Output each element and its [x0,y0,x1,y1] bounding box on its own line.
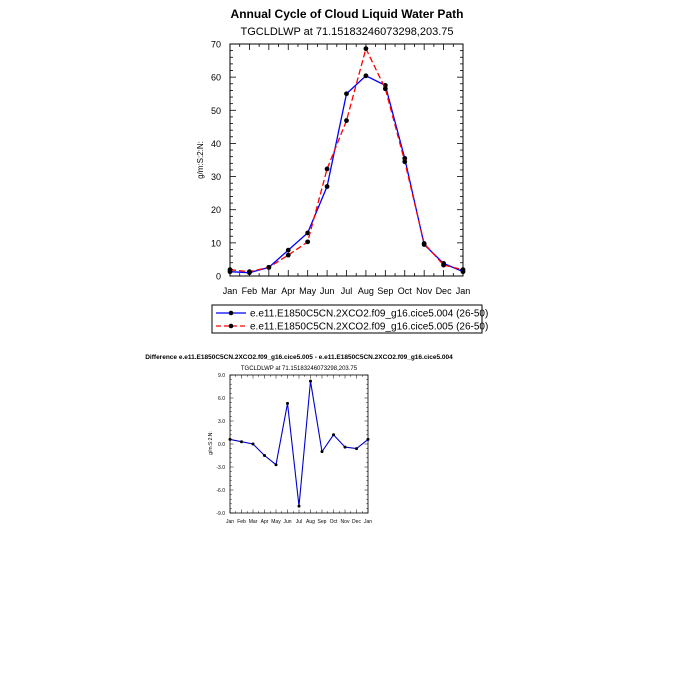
x-tick-label: Mar [261,286,277,296]
main-chart-title: Annual Cycle of Cloud Liquid Water Path [231,7,464,21]
series-0-point [382,83,388,88]
x-tick-label: Oct [330,519,338,525]
series-0-point [309,379,312,383]
y-tick-label: 40 [211,139,221,149]
series-0-point [320,450,324,454]
series-0-point [228,437,232,441]
series-0-point [285,247,291,253]
series-1-point [305,239,311,245]
series-0-point [332,433,335,437]
legend-marker-0 [228,310,234,316]
series-1-point [402,159,408,165]
series-1-point [285,252,291,258]
y-tick-label: 3.0 [218,419,225,425]
series-1-point [247,269,252,275]
x-tick-label: Jan [226,519,234,525]
series-1-point [382,86,388,92]
y-tick-label: 60 [211,73,221,83]
y-tick-label: 6.0 [218,396,225,402]
y-tick-label: -9.0 [216,511,225,517]
x-tick-label: Aug [306,519,315,525]
x-tick-label: Apr [261,519,269,525]
x-tick-label: May [271,519,281,525]
diff-chart: Difference e.e11.E1850C5CN.2XCO2.f09_g16… [145,354,453,525]
x-tick-label: Jun [320,286,335,296]
series-1-point [324,166,330,172]
series-0-point [363,73,369,79]
diff-chart-subtitle: TGCLDLWP at 71.15183246073298,203.75 [241,366,358,372]
y-tick-label: 0 [216,272,221,282]
y-tick-label: 10 [211,238,221,248]
y-tick-label: -3.0 [216,465,225,471]
x-tick-label: Nov [416,286,433,296]
x-tick-label: Feb [242,286,258,296]
y-tick-label: 20 [211,205,221,215]
series-1-point [460,267,466,273]
y-tick-label: 30 [211,172,221,182]
x-tick-label: May [299,286,317,296]
series-0-point [251,442,255,446]
x-tick-label: Sep [377,286,393,296]
series-0-point [297,504,301,508]
x-tick-label: Jan [223,286,238,296]
main-chart-subtitle: TGCLDLWP at 71.15183246073298,203.75 [240,26,453,38]
x-tick-label: Dec [436,286,453,296]
y-tick-label: -6.0 [216,488,225,494]
x-tick-label: Sep [318,519,327,525]
main-chart-ylabel: g/m:S:2:N: [196,141,205,179]
y-tick-label: 50 [211,106,221,116]
x-tick-label: Dec [352,519,361,525]
series-0-point [343,445,347,449]
x-tick-label: Feb [237,519,246,525]
series-1-point [421,241,427,246]
x-tick-label: Mar [249,519,258,525]
series-1-point [344,118,349,123]
series-1-point [266,264,272,270]
series-0-point [286,401,289,405]
legend: e.e11.E1850C5CN.2XCO2.f09_g16.cice5.004 … [211,304,488,334]
series-0-point [324,184,330,189]
x-tick-label: Aug [358,286,374,296]
series-0-point [344,91,349,97]
main-plot-frame [229,43,464,277]
series-line-0 [229,75,464,274]
series-line-1 [229,46,464,273]
series-1-point [363,46,369,52]
series-0-point [366,437,370,441]
series-0-point [355,447,358,451]
x-tick-label: Jan [364,519,372,525]
diff-chart-ylabel: g/m:S:2:N: [208,431,214,455]
x-tick-label: Apr [281,286,295,296]
series-1-point [441,262,446,268]
series-0-point [263,454,266,457]
y-tick-label: 9.0 [218,373,225,379]
x-tick-label: Nov [341,519,350,525]
y-tick-label: 0.0 [218,442,225,448]
x-tick-label: Oct [398,286,413,296]
x-tick-label: Jun [283,519,291,525]
diff-chart-title: Difference e.e11.E1850C5CN.2XCO2.f09_g16… [145,354,453,361]
x-tick-label: Jul [296,519,302,525]
x-tick-label: Jan [456,286,471,296]
x-tick-label: Jul [341,286,353,296]
series-1-point [227,267,233,273]
legend-label-1: e.e11.E1850C5CN.2XCO2.f09_g16.cice5.005 … [250,322,488,333]
series-0-point [240,440,243,444]
y-tick-label: 70 [211,40,221,50]
legend-frame [211,304,483,334]
legend-label-0: e.e11.E1850C5CN.2XCO2.f09_g16.cice5.004 … [250,309,488,320]
series-0-point [274,463,278,467]
series-0-point [305,230,311,236]
series-line-0 [229,381,369,507]
legend-marker-1 [228,323,234,329]
main-chart: Annual Cycle of Cloud Liquid Water Path … [196,7,470,296]
